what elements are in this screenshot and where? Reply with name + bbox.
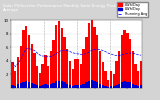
Bar [99,51,101,88]
Bar [137,86,140,88]
Bar [77,59,79,88]
Bar [72,86,74,88]
Bar [36,66,38,88]
Bar [31,83,33,88]
Legend: kWh/Day, kWh/Day, Running Avg: kWh/Day, kWh/Day, Running Avg [117,2,148,17]
Bar [118,84,120,88]
Bar [80,85,82,88]
Bar [132,84,134,88]
Bar [124,82,126,88]
Bar [124,30,126,88]
Bar [55,81,57,88]
Bar [17,57,19,88]
Bar [50,84,52,88]
Bar [85,37,88,88]
Bar [91,19,93,88]
Bar [132,51,134,88]
Bar [115,85,118,88]
Bar [140,61,142,88]
Bar [74,59,77,88]
Bar [11,85,14,88]
Bar [52,83,55,88]
Bar [107,87,109,88]
Bar [80,64,82,88]
Bar [31,44,33,88]
Bar [134,85,137,88]
Bar [66,49,68,88]
Bar [20,46,22,88]
Bar [52,40,55,88]
Bar [36,85,38,88]
Bar [44,55,47,88]
Bar [50,51,52,88]
Bar [102,62,104,88]
Bar [96,82,98,88]
Bar [39,86,41,88]
Bar [140,85,142,88]
Bar [88,81,90,88]
Bar [61,28,63,88]
Bar [33,53,36,88]
Bar [82,49,85,88]
Bar [47,85,49,88]
Bar [14,86,16,88]
Bar [22,82,25,88]
Bar [82,84,85,88]
Bar [55,25,57,88]
Bar [88,23,90,88]
Bar [121,35,123,88]
Bar [69,62,71,88]
Bar [93,27,96,88]
Bar [39,73,41,88]
Bar [28,82,30,88]
Bar [28,35,30,88]
Bar [63,82,66,88]
Bar [104,71,107,88]
Bar [58,80,60,88]
Bar [58,21,60,88]
Bar [41,85,44,88]
Bar [72,69,74,88]
Bar [33,84,36,88]
Bar [121,82,123,88]
Bar [115,61,118,88]
Bar [126,82,128,88]
Bar [77,85,79,88]
Bar [112,74,115,88]
Bar [22,30,25,88]
Bar [63,37,66,88]
Bar [112,86,115,88]
Bar [25,81,27,88]
Bar [69,85,71,88]
Bar [99,84,101,88]
Bar [61,81,63,88]
Bar [102,85,104,88]
Bar [129,82,131,88]
Bar [96,35,98,88]
Bar [93,81,96,88]
Bar [14,71,16,88]
Bar [66,84,68,88]
Bar [47,66,49,88]
Bar [17,84,19,88]
Bar [41,64,44,88]
Bar [107,80,109,88]
Bar [110,86,112,88]
Bar [110,71,112,88]
Bar [126,33,128,88]
Bar [25,26,27,88]
Bar [74,85,77,88]
Bar [11,62,14,88]
Bar [44,84,47,88]
Bar [85,82,88,88]
Bar [91,80,93,88]
Bar [118,51,120,88]
Bar [137,71,140,88]
Text: Solar PV/Inverter Performance Monthly Solar Energy Production Running Average: Solar PV/Inverter Performance Monthly So… [3,4,145,12]
Bar [20,83,22,88]
Bar [134,64,137,88]
Bar [104,86,107,88]
Bar [129,39,131,88]
